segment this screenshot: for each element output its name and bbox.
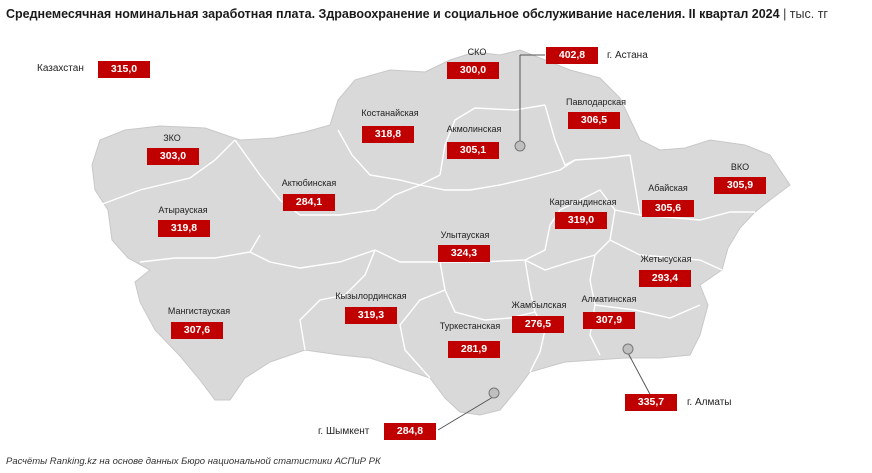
region-label-zko: ЗКО	[163, 133, 181, 143]
value-shymkent: 284,8	[384, 423, 436, 440]
value-astana: 402,8	[546, 47, 598, 64]
value-sko: 300,0	[447, 62, 499, 79]
value-kostanay: 318,8	[362, 126, 414, 143]
value-vko: 305,9	[714, 177, 766, 194]
region-label-aktobe: Актюбинская	[281, 178, 337, 188]
region-label-abay: Абайская	[648, 183, 688, 193]
value-pavlodar: 306,5	[568, 112, 620, 129]
astana-marker	[514, 54, 545, 152]
region-label-turkestan: Туркестанская	[439, 321, 501, 331]
value-almaty: 335,7	[625, 394, 677, 411]
region-label-akmola: Акмолинская	[446, 124, 502, 134]
city-label-astana: г. Астана	[607, 50, 648, 61]
value-kyzylorda: 319,3	[345, 307, 397, 324]
region-label-pavlodar: Павлодарская	[566, 97, 626, 107]
region-label-sko: СКО	[467, 47, 487, 57]
region-borders	[99, 104, 755, 379]
region-label-zhetysu: Жетысуская	[640, 254, 692, 264]
value-zhetysu: 293,4	[639, 270, 691, 287]
city-label-shymkent: г. Шымкент	[318, 426, 370, 437]
shymkent-marker	[437, 387, 500, 431]
chart-title: Среднемесячная номинальная заработная пл…	[6, 7, 828, 21]
unit-text: тыс. тг	[789, 7, 828, 21]
region-label-mangystau: Мангистауская	[167, 306, 231, 316]
kazakhstan-value: 315,0	[98, 61, 150, 78]
value-zko: 303,0	[147, 148, 199, 165]
value-karaganda: 319,0	[555, 212, 607, 229]
title-text: Среднемесячная номинальная заработная пл…	[6, 7, 780, 21]
value-turkestan: 281,9	[448, 341, 500, 358]
value-zhambyl: 276,5	[512, 316, 564, 333]
region-label-kyzylorda: Кызылординская	[335, 291, 407, 301]
value-mangystau: 307,6	[171, 322, 223, 339]
region-label-atyrau: Атырауская	[158, 205, 208, 215]
source-footnote: Расчёты Ranking.kz на основе данных Бюро…	[6, 456, 381, 467]
value-almaty-reg: 307,9	[583, 312, 635, 329]
city-label-almaty: г. Алматы	[687, 397, 732, 408]
value-akmola: 305,1	[447, 142, 499, 159]
kazakhstan-label: Казахстан	[37, 63, 84, 74]
region-label-kostanay: Костанайская	[361, 108, 419, 118]
region-label-vko: ВКО	[730, 162, 750, 172]
value-aktobe: 284,1	[283, 194, 335, 211]
value-atyrau: 319,8	[158, 220, 210, 237]
region-label-almaty-reg: Алматинская	[581, 294, 637, 304]
value-ulytau: 324,3	[438, 245, 490, 262]
value-abay: 305,6	[642, 200, 694, 217]
region-label-ulytau: Улытауская	[440, 230, 490, 240]
region-label-zhambyl: Жамбылская	[511, 300, 567, 310]
region-label-karaganda: Карагандинская	[549, 197, 617, 207]
